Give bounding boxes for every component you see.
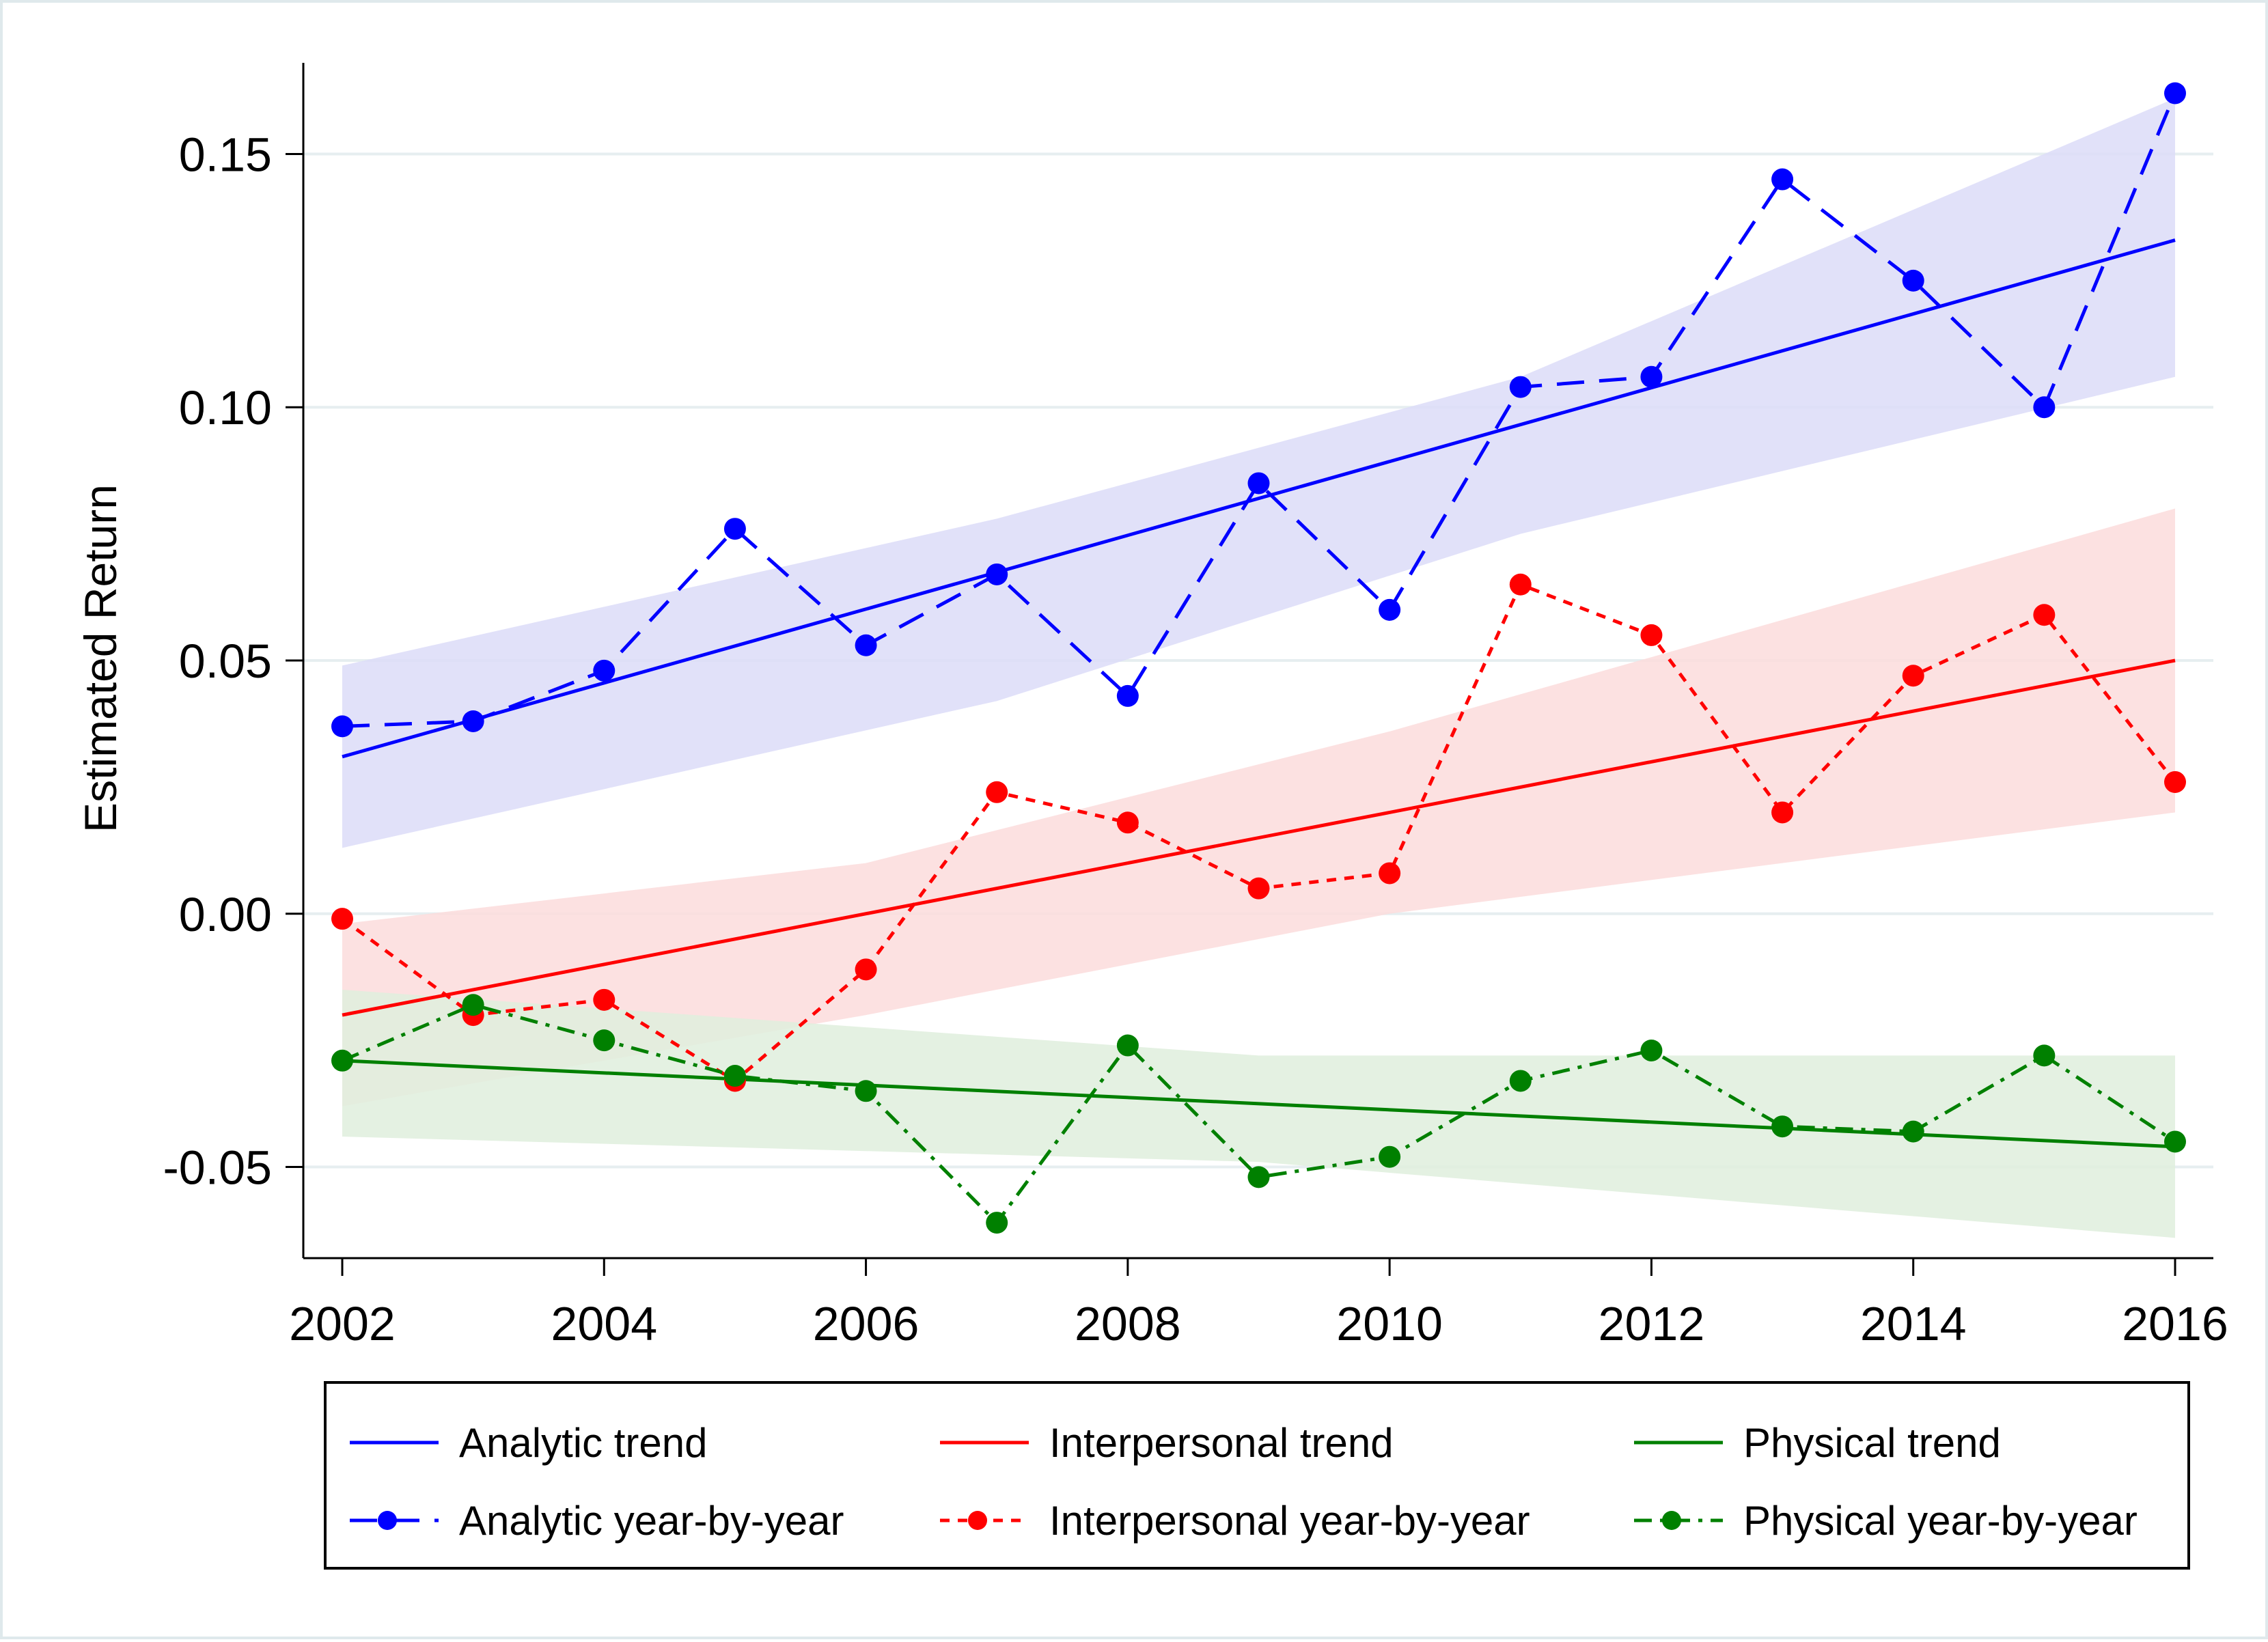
physical-year-by-year-point: [1509, 1070, 1532, 1092]
analytic-year-by-year-point: [1509, 376, 1532, 398]
legend-label-analytic-trend: Analytic trend: [459, 1420, 708, 1466]
legend-marker-physical-year-by-year: [1662, 1511, 1681, 1530]
analytic-year-by-year-line: [342, 92, 2177, 728]
analytic-year-by-year-point: [1247, 472, 1270, 495]
physical-year-by-year-point: [1247, 1166, 1270, 1188]
analytic-year-by-year-point: [986, 563, 1008, 585]
analytic-year-by-year-point: [1771, 168, 1794, 191]
interpersonal-year-by-year-point: [1640, 624, 1663, 646]
x-tick-label: 2002: [289, 1297, 396, 1350]
analytic-year-by-year-point: [1902, 269, 1924, 292]
analytic-trend-line: [342, 238, 2176, 759]
legend-label-analytic-year-by-year: Analytic year-by-year: [459, 1498, 844, 1544]
x-tick-label: 2004: [551, 1297, 657, 1350]
analytic-year-by-year-point: [593, 659, 616, 682]
x-tick-label: 2010: [1336, 1297, 1443, 1350]
analytic-year-by-year-point: [1640, 365, 1663, 388]
x-tick-label: 2012: [1599, 1297, 1705, 1350]
interpersonal-year-by-year-point: [1247, 877, 1270, 900]
y-tick-label: 0.05: [179, 635, 272, 688]
x-tick-label: 2008: [1075, 1297, 1181, 1350]
analytic-year-by-year-point: [2033, 396, 2056, 419]
physical-year-by-year-point: [1116, 1034, 1139, 1057]
interpersonal-year-by-year-point: [2033, 604, 2056, 626]
x-tick-label: 2006: [813, 1297, 919, 1350]
interpersonal-year-by-year-point: [855, 958, 877, 981]
physical-year-by-year-point: [593, 1029, 616, 1052]
physical-year-by-year-point: [1640, 1039, 1663, 1061]
x-tick-label: 2016: [2122, 1297, 2228, 1350]
x-tick-label: 2014: [1860, 1297, 1967, 1350]
legend-label-interpersonal-year-by-year: Interpersonal year-by-year: [1049, 1498, 1530, 1544]
physical-year-by-year-point: [1902, 1120, 1924, 1143]
y-tick-label: 0.00: [179, 888, 272, 941]
legend: Analytic trend Interpersonal trend Physica…: [324, 1381, 2190, 1570]
line-chart: -0.05 0.00 0.05 0.10 0.15 2002 2004 2006 2008 201…: [75, 63, 2228, 1570]
interpersonal-year-by-year-point: [331, 908, 353, 930]
analytic-year-by-year-point: [723, 518, 746, 540]
series-points: [331, 82, 2186, 1234]
legend-label-interpersonal-trend: Interpersonal trend: [1049, 1420, 1394, 1466]
legend-marker-interpersonal-year-by-year: [968, 1511, 987, 1530]
physical-year-by-year-point: [1379, 1145, 1401, 1168]
physical-year-by-year-point: [2033, 1044, 2056, 1067]
physical-trend-band: [342, 989, 2175, 1238]
interpersonal-year-by-year-point: [593, 988, 616, 1011]
legend-marker-analytic-year-by-year: [378, 1511, 397, 1530]
interpersonal-trend-line: [342, 658, 2176, 1017]
analytic-year-by-year-point: [1116, 684, 1139, 707]
analytic-year-by-year-point: [462, 710, 484, 732]
analytic-year-by-year-point: [2164, 82, 2186, 105]
interpersonal-year-by-year-point: [1771, 801, 1794, 824]
axes: -0.05 0.00 0.05 0.10 0.15 2002 2004 2006 2008 201…: [163, 63, 2228, 1350]
physical-year-by-year-point: [2164, 1130, 2186, 1153]
interpersonal-trend-band: [342, 508, 2175, 1107]
interpersonal-year-by-year-point: [1509, 573, 1532, 596]
interpersonal-year-by-year-point: [2164, 770, 2186, 793]
interpersonal-year-by-year-point: [986, 781, 1008, 803]
physical-year-by-year-point: [855, 1080, 877, 1102]
interpersonal-year-by-year-point: [1379, 862, 1401, 885]
legend-box: [324, 1381, 2190, 1570]
analytic-year-by-year-point: [855, 634, 877, 656]
analytic-year-by-year-point: [1379, 598, 1401, 621]
legend-label-physical-trend: Physical trend: [1743, 1420, 2001, 1466]
physical-year-by-year-point: [1771, 1115, 1794, 1138]
y-tick-label: -0.05: [163, 1141, 272, 1195]
y-tick-label: 0.15: [179, 128, 272, 181]
physical-year-by-year-point: [986, 1212, 1008, 1234]
physical-year-by-year-point: [462, 994, 484, 1016]
y-tick-label: 0.10: [179, 381, 272, 434]
physical-year-by-year-point: [723, 1065, 746, 1087]
interpersonal-year-by-year-point: [1116, 811, 1139, 834]
physical-year-by-year-point: [331, 1049, 353, 1072]
legend-label-physical-year-by-year: Physical year-by-year: [1743, 1498, 2138, 1544]
physical-trend-line: [342, 1059, 2176, 1149]
interpersonal-year-by-year-point: [1902, 665, 1924, 687]
y-axis-title: Estimated Return: [75, 484, 126, 833]
analytic-year-by-year-point: [331, 715, 353, 738]
